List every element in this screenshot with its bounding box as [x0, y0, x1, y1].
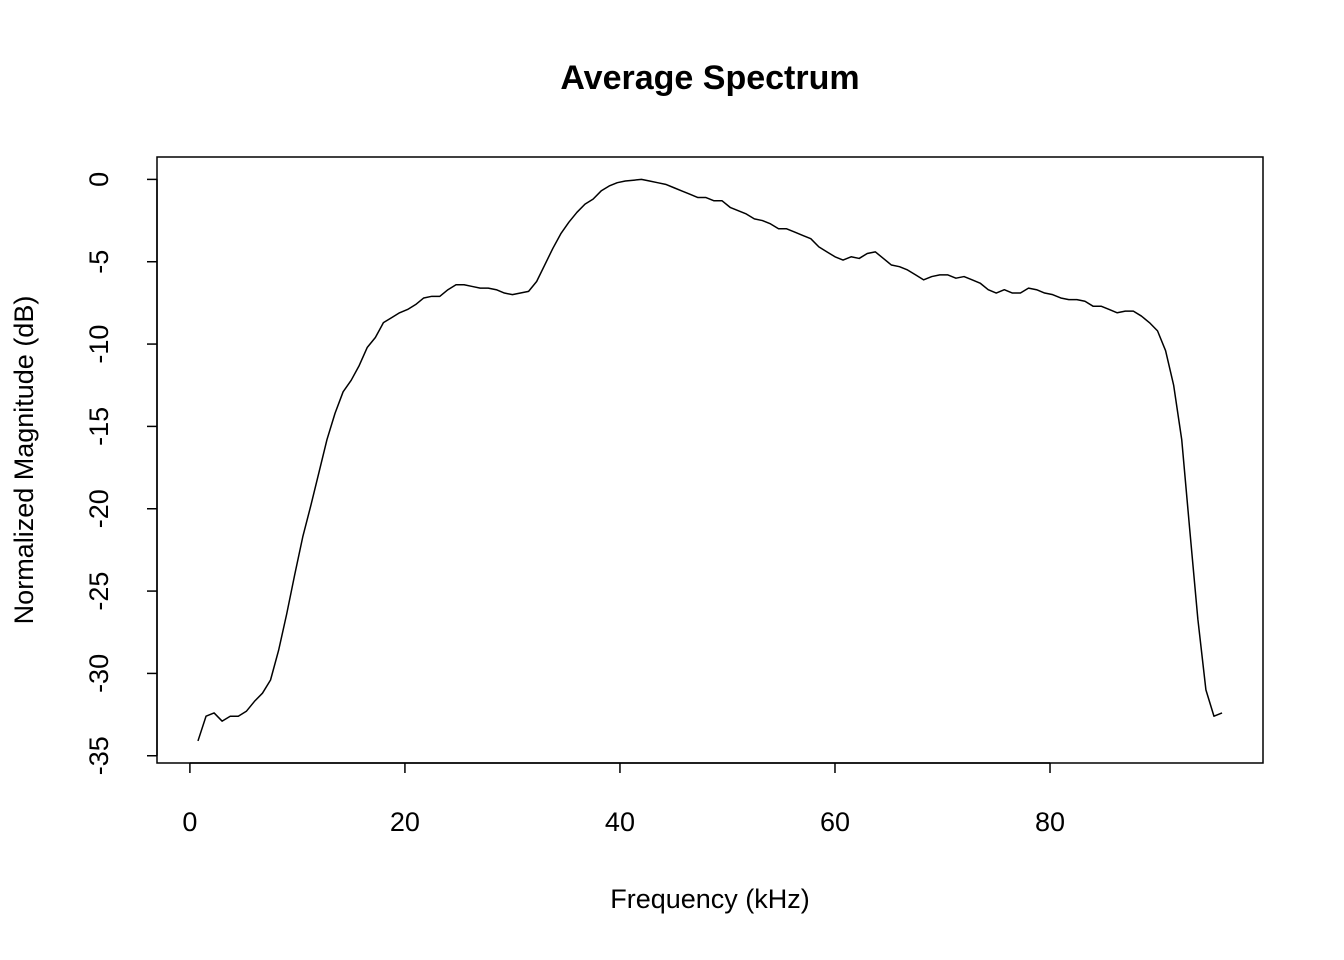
y-tick-label: -30	[84, 654, 114, 693]
x-tick-label: 80	[1035, 807, 1065, 837]
y-tick-label: -25	[84, 572, 114, 611]
y-tick-label: -35	[84, 736, 114, 775]
x-tick-label: 60	[820, 807, 850, 837]
y-tick-label: 0	[84, 172, 114, 187]
x-axis-label: Frequency (kHz)	[610, 884, 810, 914]
x-tick-label: 0	[182, 807, 197, 837]
line-series	[197, 178, 1223, 742]
chart-title: Average Spectrum	[560, 59, 859, 97]
y-tick-label: -5	[84, 250, 114, 274]
y-tick-label: -10	[84, 325, 114, 364]
x-tick-label: 20	[390, 807, 420, 837]
y-tick-label: -15	[84, 407, 114, 446]
y-axis-label: Normalized Magnitude (dB)	[9, 296, 39, 625]
x-tick-label: 40	[605, 807, 635, 837]
y-tick-label: -20	[84, 489, 114, 528]
